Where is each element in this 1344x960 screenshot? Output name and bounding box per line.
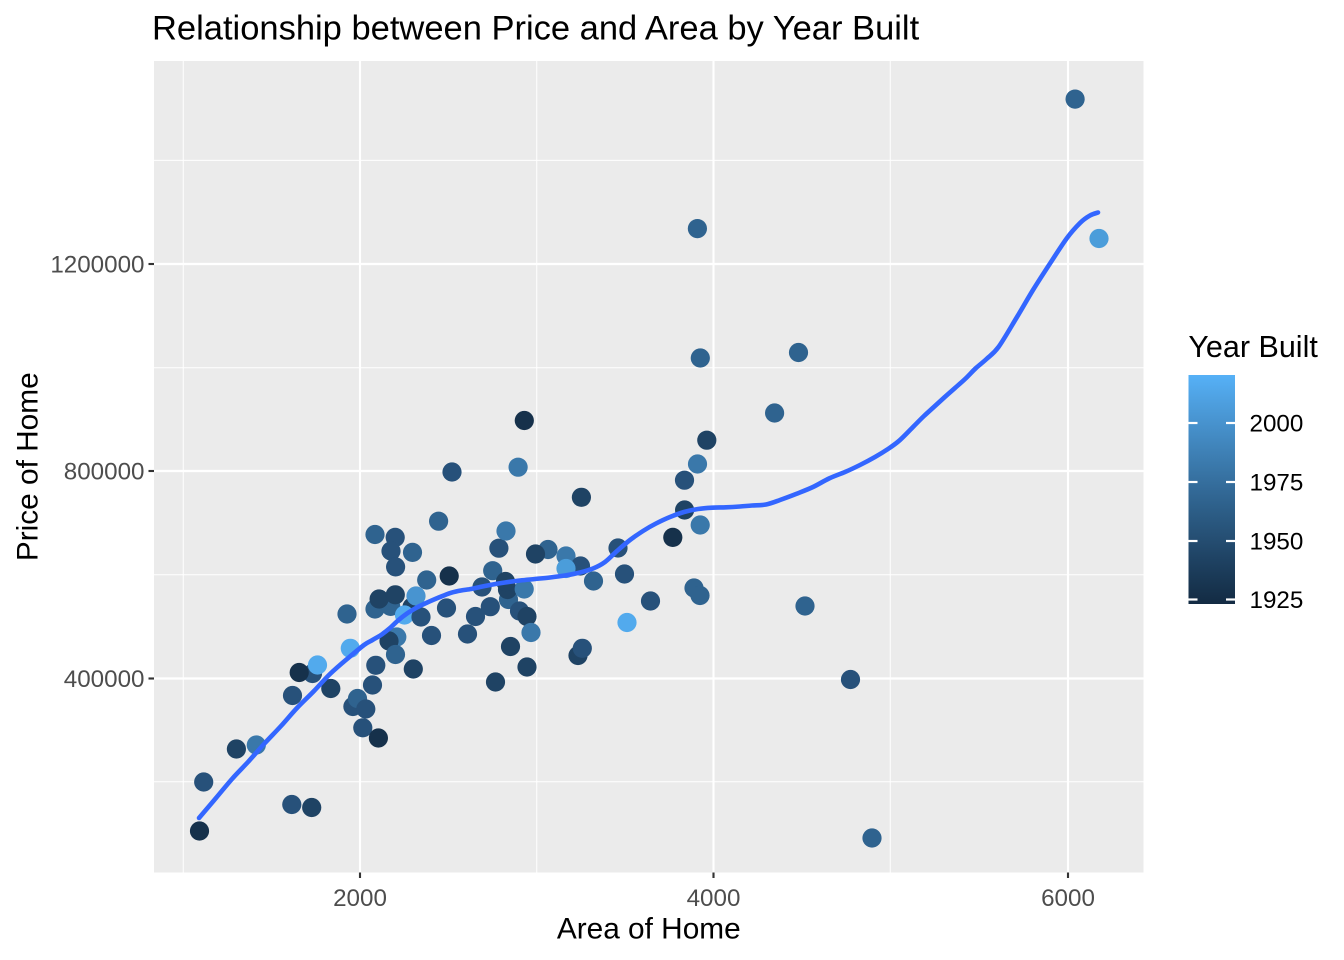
- svg-text:1950: 1950: [1250, 529, 1304, 556]
- svg-text:Area of Home: Area of Home: [557, 913, 741, 946]
- svg-text:400000: 400000: [64, 666, 145, 693]
- svg-text:4000: 4000: [687, 885, 741, 912]
- svg-text:800000: 800000: [64, 459, 145, 486]
- svg-text:1200000: 1200000: [50, 252, 144, 279]
- svg-text:2000: 2000: [1250, 411, 1304, 438]
- svg-text:1925: 1925: [1250, 587, 1304, 614]
- svg-text:2000: 2000: [333, 885, 387, 912]
- svg-text:Year Built: Year Built: [1188, 330, 1318, 364]
- svg-text:1975: 1975: [1250, 470, 1304, 497]
- svg-text:Relationship between Price and: Relationship between Price and Area by Y…: [152, 9, 920, 47]
- svg-text:6000: 6000: [1041, 885, 1095, 912]
- svg-text:Price of Home: Price of Home: [12, 372, 45, 561]
